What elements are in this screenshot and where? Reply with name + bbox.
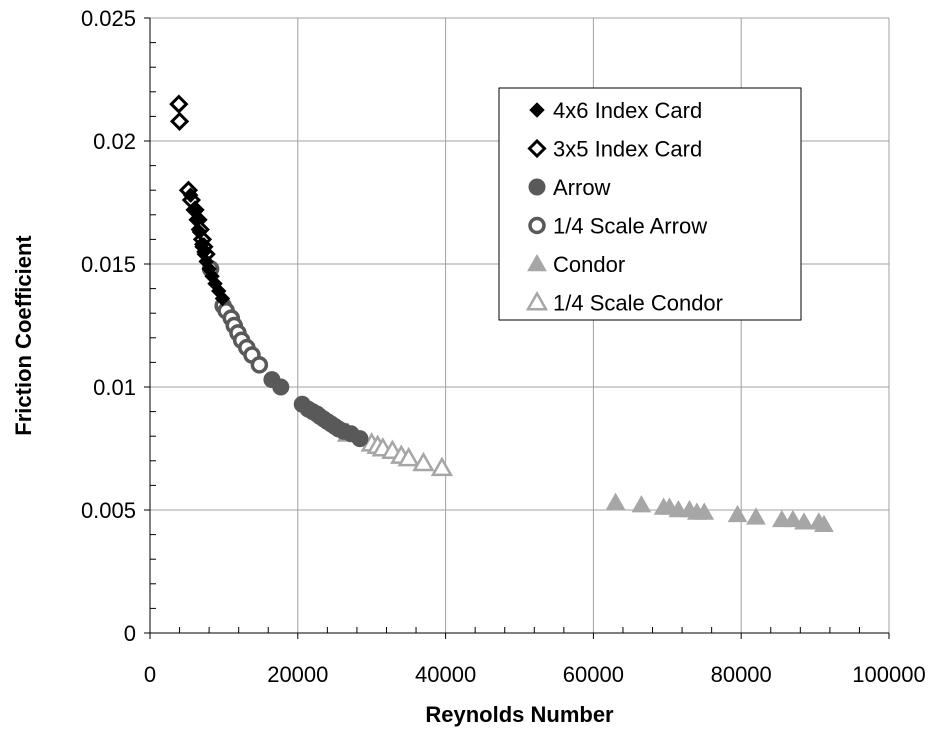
legend-label: 3x5 Index Card	[553, 137, 702, 162]
data-point	[727, 504, 748, 523]
data-point	[214, 290, 231, 307]
data-point	[694, 502, 715, 520]
series-4x6-index-card	[182, 187, 231, 307]
axes	[144, 17, 890, 639]
legend-label: Arrow	[553, 175, 611, 200]
legend-marker	[528, 216, 546, 235]
data-point	[351, 430, 369, 448]
legend-entry: Arrow	[528, 175, 611, 200]
data-points	[169, 94, 834, 533]
legend-entry: 3x5 Index Card	[527, 137, 702, 162]
data-point	[272, 378, 290, 396]
x-tick-label: 40000	[415, 662, 476, 687]
x-tick-label: 100000	[852, 662, 925, 687]
y-tick-label: 0.02	[93, 129, 136, 154]
y-axis-title: Friction Coefficient	[11, 235, 36, 436]
y-tick-label: 0.015	[81, 252, 136, 277]
x-tick-label: 20000	[267, 662, 328, 687]
series-arrow	[263, 371, 369, 448]
data-point	[188, 212, 205, 228]
y-tick-label: 0	[124, 621, 136, 646]
series-3x5-index-card	[169, 94, 216, 264]
legend-label: 1/4 Scale Arrow	[553, 214, 707, 239]
x-axis-title: Reynolds Number	[425, 702, 614, 727]
data-point	[182, 187, 199, 203]
data-point	[794, 512, 814, 530]
y-tick-label: 0.025	[81, 6, 136, 31]
x-tick-labels: 0 20000 40000 60000 80000 100000	[144, 662, 926, 687]
data-point	[631, 495, 652, 513]
y-tick-label: 0.005	[81, 498, 136, 523]
legend-box	[498, 87, 802, 321]
legend-entry: 4x6 Index Card	[529, 98, 702, 123]
x-tick-label: 0	[144, 662, 156, 687]
legend-label: Condor	[553, 252, 625, 277]
legend-marker	[529, 102, 545, 118]
data-point	[814, 514, 834, 533]
legend-label: 4x6 Index Card	[553, 98, 702, 123]
data-point	[250, 356, 269, 374]
y-tick-label: 0.01	[93, 375, 136, 400]
legend-marker	[525, 290, 549, 311]
legend-marker	[528, 178, 546, 196]
legend-entry: 1/4 Scale Arrow	[528, 214, 707, 239]
data-point	[605, 492, 626, 510]
data-point	[430, 456, 454, 477]
legend-entry: Condor	[527, 252, 625, 277]
series-1-4-scale-arrow	[201, 260, 269, 374]
data-point	[397, 446, 420, 467]
data-point	[169, 94, 189, 114]
x-tick-label: 60000	[563, 662, 624, 687]
data-point	[169, 111, 190, 131]
legend: 4x6 Index Card 3x5 Index Card Arrow 1/4 Sca…	[498, 87, 802, 321]
legend-label: 1/4 Scale Condor	[553, 291, 723, 316]
data-point	[746, 507, 766, 525]
y-tick-labels: 0 0.005 0.01 0.015 0.02 0.025	[81, 6, 136, 646]
x-tick-label: 80000	[711, 662, 772, 687]
series-condor	[605, 492, 834, 533]
legend-marker	[527, 253, 547, 272]
data-point	[783, 509, 803, 528]
data-point	[412, 451, 435, 472]
legend-marker	[527, 138, 547, 159]
legend-entry: 1/4 Scale Condor	[525, 290, 723, 316]
